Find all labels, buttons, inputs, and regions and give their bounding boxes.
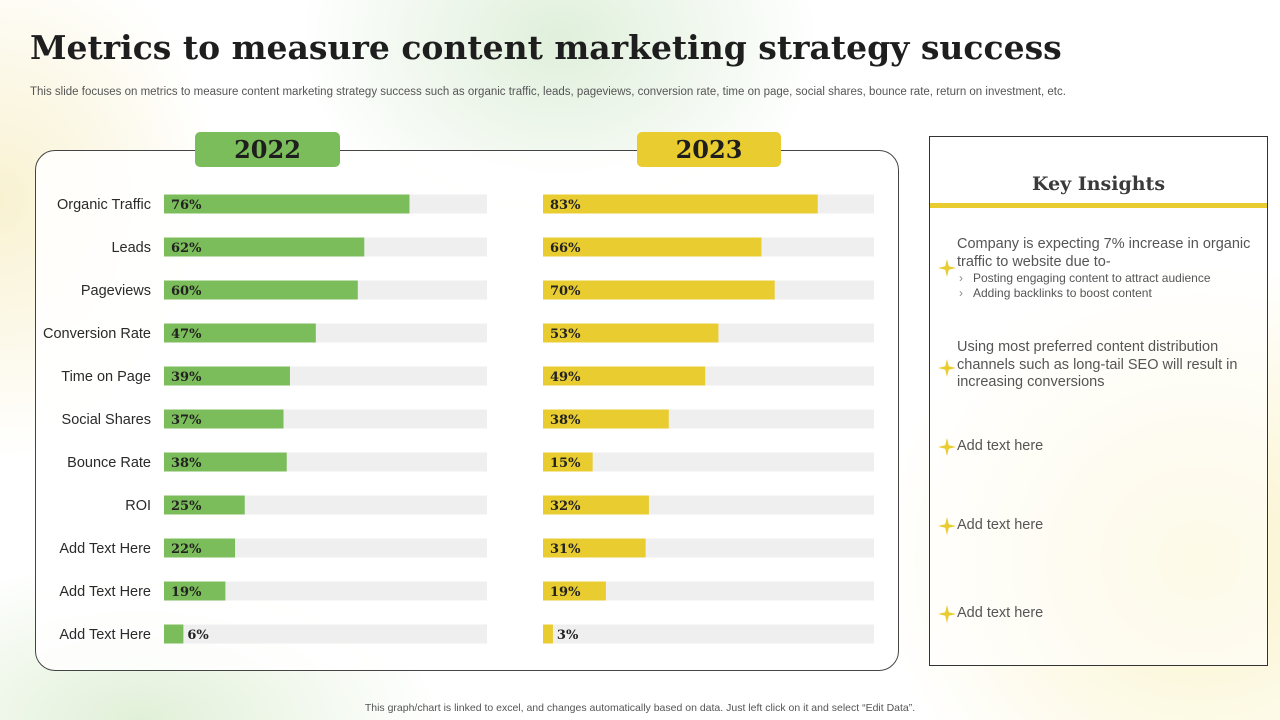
sparkle-icon: [938, 359, 956, 377]
insight-bullet: › Posting engaging content to attract aud…: [957, 271, 1257, 286]
sparkle-icon: [938, 605, 956, 623]
category-label: Add Text Here: [59, 627, 151, 643]
insight-text: Add text here: [957, 438, 1044, 454]
insight-text: Company is expecting 7% increase in orga…: [957, 236, 1251, 270]
bar-track: [543, 452, 874, 472]
data-label: 15%: [550, 456, 581, 471]
bar-track: [164, 581, 487, 601]
bar-track: [543, 624, 874, 644]
category-label: Pageviews: [81, 283, 151, 299]
sparkle-icon: [938, 438, 956, 456]
data-label: 37%: [171, 413, 202, 428]
data-label: 62%: [171, 241, 202, 256]
sparkle-icon: [938, 259, 956, 277]
bar-2023: [543, 409, 669, 429]
category-label: ROI: [125, 498, 151, 514]
bar-2022: [164, 452, 287, 472]
bar-2022: [164, 237, 365, 257]
bar-2023: [543, 495, 649, 515]
data-label: 47%: [171, 327, 202, 342]
chevron-right-icon: ›: [959, 271, 963, 285]
category-label: Bounce Rate: [67, 455, 151, 471]
key-insights-panel: Key Insights Company is expecting 7% inc…: [929, 136, 1268, 666]
data-label: 39%: [171, 370, 202, 385]
bar-track: [164, 538, 487, 558]
bar-2023: [543, 323, 719, 343]
data-label: 6%: [187, 628, 209, 643]
page-title: Metrics to measure content marketing str…: [30, 28, 1062, 67]
bar-track: [543, 581, 874, 601]
bar-2023: [543, 538, 646, 558]
data-label: 38%: [550, 413, 581, 428]
category-label: Organic Traffic: [57, 197, 151, 213]
category-label: Add Text Here: [59, 584, 151, 600]
data-label: 83%: [550, 198, 581, 213]
insight-text: Add text here: [957, 605, 1044, 621]
bar-2022: [164, 194, 410, 214]
key-insights-divider: [930, 203, 1267, 208]
sparkle-icon: [938, 517, 956, 535]
data-label: 22%: [171, 542, 202, 557]
year-tab-2023: 2023: [637, 132, 781, 167]
footer-note: This graph/chart is linked to excel, and…: [364, 702, 916, 714]
data-label: 38%: [171, 456, 202, 471]
insight-item: Using most preferred content distributio…: [938, 339, 1257, 392]
chevron-right-icon: ›: [959, 285, 963, 300]
data-label: 49%: [550, 370, 581, 385]
bar-2022: [164, 624, 184, 644]
bar-2022: [164, 280, 358, 300]
data-label: 19%: [171, 585, 202, 600]
category-label: Social Shares: [62, 412, 151, 428]
insight-text: Using most preferred content distributio…: [957, 339, 1238, 390]
data-label: 3%: [557, 628, 579, 643]
insight-bullet-text: Posting engaging content to attract audi…: [973, 271, 1211, 285]
data-label: 66%: [550, 241, 581, 256]
insight-item: Add text here: [938, 605, 1257, 623]
insight-text: Add text here: [957, 517, 1044, 533]
bar-2022: [164, 538, 236, 558]
insight-bullet-text: Adding backlinks to boost content: [973, 285, 1152, 300]
bar-2022: [164, 581, 226, 601]
bar-2023: [543, 581, 606, 601]
bar-2023: [543, 280, 775, 300]
page-subtitle: This slide focuses on metrics to measure…: [30, 86, 1066, 98]
insight-bullet: › Adding backlinks to boost content: [957, 286, 1257, 301]
data-label: 53%: [550, 327, 581, 342]
bar-2022: [164, 323, 316, 343]
bar-2023: [543, 237, 762, 257]
insight-item: Add text here: [938, 438, 1257, 456]
category-label: Leads: [111, 240, 151, 256]
data-label: 70%: [550, 284, 581, 299]
category-label: Add Text Here: [59, 541, 151, 557]
insight-item: Company is expecting 7% increase in orga…: [938, 236, 1257, 301]
bar-2022: [164, 409, 284, 429]
category-label: Time on Page: [61, 369, 151, 385]
bar-track: [164, 624, 487, 644]
data-label: 76%: [171, 198, 202, 213]
bar-2022: [164, 366, 290, 386]
insight-item: Add text here: [938, 517, 1257, 535]
key-insights-title: Key Insights: [1031, 173, 1166, 195]
bar-2023: [543, 624, 553, 644]
bar-2023: [543, 194, 818, 214]
bar-2023: [543, 452, 593, 472]
data-label: 19%: [550, 585, 581, 600]
data-label: 25%: [171, 499, 202, 514]
year-tab-2022: 2022: [195, 132, 340, 167]
data-label: 60%: [171, 284, 202, 299]
data-label: 31%: [550, 542, 581, 557]
data-label: 32%: [550, 499, 581, 514]
bar-2022: [164, 495, 245, 515]
category-label: Conversion Rate: [43, 326, 151, 342]
bar-2023: [543, 366, 706, 386]
